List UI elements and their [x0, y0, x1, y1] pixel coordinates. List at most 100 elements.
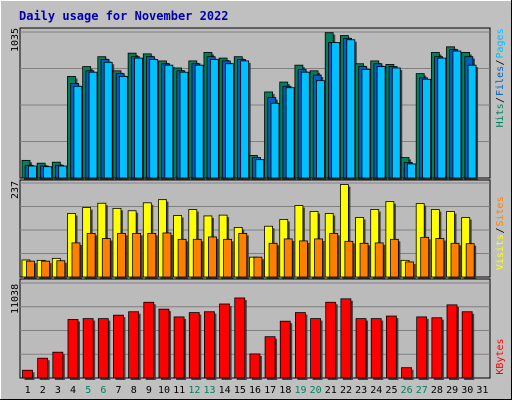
legend-separator: /: [495, 59, 506, 65]
bar-pages-day-20: [316, 80, 327, 180]
day-label-17: 17: [264, 385, 276, 396]
bar-pages-day-14: [225, 63, 236, 180]
bar-pages-day-15: [240, 60, 251, 180]
visitors-bars: [21, 184, 477, 279]
bar-sites-day-23: [359, 242, 371, 279]
bar-sites-day-5: [86, 232, 98, 279]
day-label-3: 3: [55, 385, 61, 396]
bar-pages-day-6: [103, 61, 115, 180]
bar-sites-day-28: [435, 238, 446, 279]
bar-kbytes-day-25: [385, 315, 399, 380]
day-tick-labels: 1 2 3 4 5 6 7 8 9 10 11 12 13 14 15 16 17 18 19 20 21 22 23 24 2…: [25, 385, 489, 396]
day-label-19: 19: [294, 385, 306, 396]
day-label-21: 21: [325, 385, 337, 396]
day-label-4: 4: [70, 385, 76, 396]
day-label-24: 24: [370, 385, 382, 396]
bar-kbytes-day-20: [310, 318, 323, 380]
bar-kbytes-day-27: [416, 316, 429, 380]
day-label-9: 9: [146, 385, 152, 396]
day-label-7: 7: [116, 385, 122, 396]
requests-bars: [21, 32, 479, 181]
bar-pages-day-19: [300, 71, 312, 180]
chart-title: Daily usage for November 2022: [19, 9, 229, 23]
bar-kbytes-day-8: [128, 311, 141, 380]
day-label-31: 31: [476, 385, 488, 396]
bar-sites-day-3: [56, 260, 67, 279]
day-label-8: 8: [131, 385, 137, 396]
bar-kbytes-day-13: [204, 311, 217, 380]
bar-kbytes-day-11: [173, 316, 187, 380]
day-label-6: 6: [100, 385, 106, 396]
bar-sites-day-9: [147, 232, 158, 279]
legend-sites: Sites: [495, 196, 506, 226]
bar-kbytes-day-5: [82, 318, 96, 380]
bar-pages-day-1: [27, 165, 39, 180]
bar-kbytes-day-28: [431, 317, 444, 380]
bar-kbytes-day-2: [37, 357, 50, 380]
day-label-13: 13: [203, 385, 215, 396]
day-label-10: 10: [158, 385, 170, 396]
bar-pages-day-3: [58, 165, 69, 180]
day-label-27: 27: [416, 385, 428, 396]
bar-pages-day-25: [391, 67, 403, 180]
day-label-22: 22: [340, 385, 352, 396]
legend-visits: Visits: [495, 234, 506, 270]
bar-kbytes-day-21: [325, 301, 338, 380]
day-label-26: 26: [401, 385, 413, 396]
bar-kbytes-day-12: [188, 312, 202, 380]
bar-pages-day-18: [285, 87, 297, 180]
bar-sites-day-12: [192, 238, 204, 279]
requests-axis-label: 1035: [10, 28, 21, 52]
bar-pages-day-24: [376, 66, 388, 180]
kbytes-panel: 11038 KBytes: [10, 278, 506, 380]
day-label-30: 30: [461, 385, 473, 396]
legend-separator: /: [495, 97, 506, 103]
bar-pages-day-7: [118, 76, 130, 180]
bar-sites-day-8: [132, 232, 143, 279]
day-label-12: 12: [188, 385, 200, 396]
bar-pages-day-30: [467, 64, 479, 180]
bar-kbytes-day-29: [446, 304, 460, 380]
bar-sites-day-22: [344, 240, 355, 279]
bar-kbytes-day-24: [370, 318, 384, 380]
bar-sites-day-1: [26, 260, 37, 279]
bar-sites-day-18: [283, 238, 295, 279]
bar-kbytes-day-15: [234, 297, 247, 380]
bar-sites-day-24: [374, 242, 386, 279]
bar-sites-day-27: [420, 236, 431, 279]
bar-kbytes-day-23: [355, 318, 369, 380]
requests-legend: Pages/Files/Hits: [495, 28, 506, 127]
bar-pages-day-10: [164, 64, 175, 180]
bar-pages-day-21: [331, 42, 342, 180]
day-label-15: 15: [234, 385, 246, 396]
bar-sites-day-16: [253, 256, 264, 279]
bar-pages-day-28: [437, 57, 448, 180]
bar-pages-day-17: [270, 102, 281, 180]
bar-pages-day-11: [179, 71, 191, 180]
bar-sites-day-19: [299, 240, 310, 279]
legend-kbytes: KBytes: [495, 338, 506, 374]
bar-sites-day-13: [208, 236, 219, 279]
legend-pages: Pages: [495, 28, 506, 58]
bar-pages-day-12: [194, 64, 206, 180]
bar-pages-day-26: [407, 163, 418, 180]
bar-sites-day-4: [71, 242, 82, 279]
day-label-1: 1: [25, 385, 31, 396]
day-label-20: 20: [310, 385, 322, 396]
bar-kbytes-day-6: [97, 318, 111, 380]
bar-pages-day-2: [43, 166, 54, 180]
legend-files: Files: [495, 66, 506, 96]
bar-kbytes-day-10: [158, 308, 171, 380]
bar-kbytes-day-3: [52, 351, 65, 380]
bar-sites-day-26: [405, 261, 416, 279]
bar-sites-day-11: [177, 238, 189, 279]
bar-sites-day-15: [238, 232, 249, 279]
visitors-legend: Sites/Visits: [495, 196, 506, 270]
kbytes-axis-label: 11038: [10, 284, 21, 314]
bar-kbytes-day-19: [295, 312, 308, 380]
bar-pages-day-8: [134, 57, 145, 180]
bar-sites-day-25: [389, 238, 401, 279]
requests-panel: 1035 Pages/Files/Hits: [10, 27, 506, 181]
bar-kbytes-day-30: [461, 311, 475, 380]
